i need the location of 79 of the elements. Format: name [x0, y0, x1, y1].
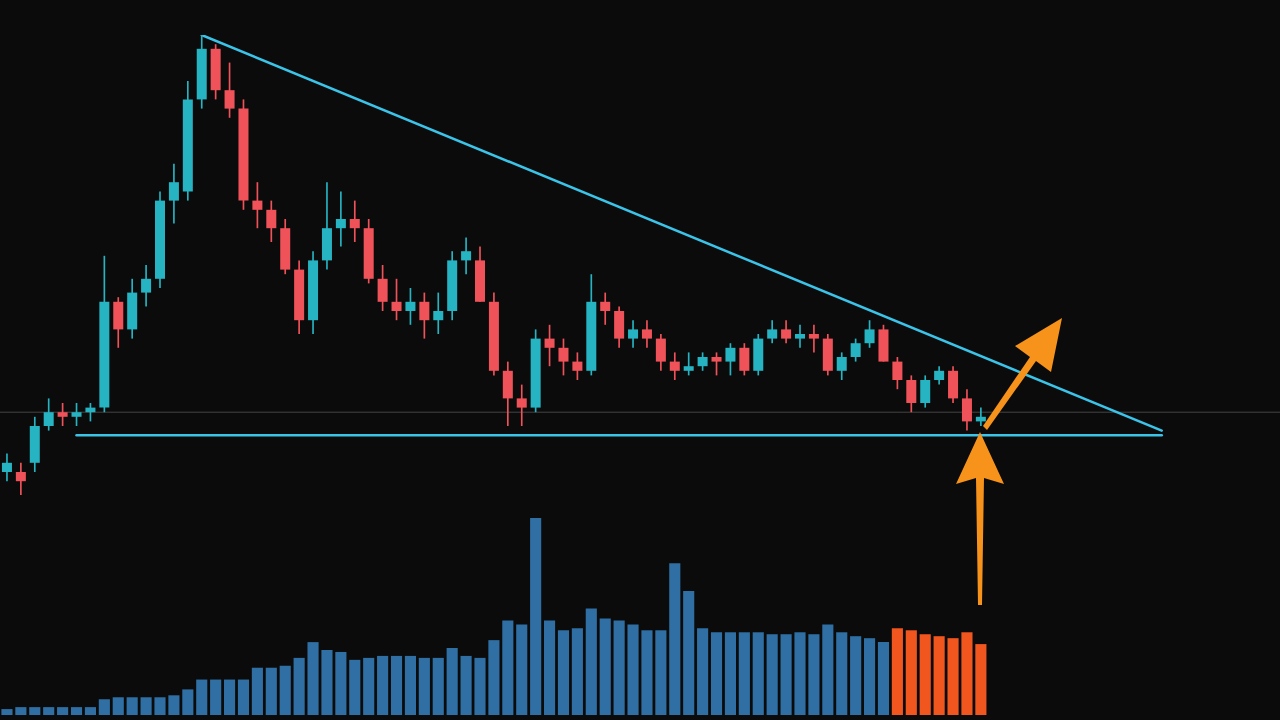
bar [544, 620, 556, 715]
bar [446, 648, 458, 715]
bar [530, 518, 542, 715]
bar [70, 707, 83, 715]
bar [724, 632, 736, 715]
bar [905, 630, 917, 715]
bar [307, 642, 319, 715]
bar [224, 679, 236, 715]
bar [98, 699, 110, 715]
bar [864, 638, 876, 715]
bar [1, 709, 13, 715]
bar [29, 707, 41, 715]
bar [975, 644, 987, 715]
bar [210, 679, 222, 715]
bar [557, 630, 570, 715]
bar [112, 697, 124, 715]
bar [836, 632, 848, 715]
bar [43, 707, 55, 715]
candlestick [683, 352, 694, 376]
bar [571, 628, 583, 715]
bar [697, 628, 709, 715]
bar [168, 695, 180, 715]
bar [822, 624, 834, 715]
bar [293, 657, 305, 715]
bar [279, 665, 291, 715]
bar [710, 632, 723, 715]
candlestick [433, 292, 444, 334]
bar [404, 655, 416, 715]
bar [488, 640, 500, 715]
bar [237, 679, 250, 715]
bar [418, 657, 430, 715]
bar [154, 697, 166, 715]
bar [627, 624, 639, 715]
bar [808, 634, 820, 715]
bar [502, 620, 514, 715]
bar [265, 667, 277, 715]
bar [335, 651, 347, 715]
bar [891, 628, 903, 715]
bar [321, 649, 333, 715]
bar [850, 636, 862, 715]
bar [669, 563, 681, 715]
bar [585, 608, 597, 715]
candlestick [794, 324, 806, 348]
bar [877, 642, 890, 715]
candlestick [808, 324, 819, 353]
bar [516, 624, 528, 715]
bar [933, 636, 945, 715]
bar [126, 697, 138, 715]
bar [251, 667, 263, 715]
bar [794, 632, 806, 715]
candlestick [516, 384, 527, 426]
bar [752, 632, 764, 715]
bar [390, 655, 403, 715]
bar [474, 657, 486, 715]
bar [613, 620, 625, 715]
bar [738, 632, 750, 715]
bar [766, 634, 778, 715]
bar [641, 630, 653, 715]
bar [15, 707, 27, 715]
bar [683, 590, 695, 715]
bar [377, 655, 389, 715]
bar [182, 689, 194, 715]
bar [780, 634, 792, 715]
bar [919, 634, 931, 715]
bar [961, 632, 973, 715]
bar [460, 655, 472, 715]
bar [432, 657, 444, 715]
candlestick [349, 200, 360, 242]
candlestick [335, 191, 346, 247]
bar [57, 707, 69, 715]
bar [363, 657, 375, 715]
bar [349, 659, 361, 715]
bar [655, 630, 667, 715]
bar [947, 638, 959, 715]
bar [84, 707, 96, 715]
bar [196, 679, 208, 715]
bar [599, 618, 611, 715]
candlestick [461, 237, 472, 275]
bar [140, 697, 152, 715]
